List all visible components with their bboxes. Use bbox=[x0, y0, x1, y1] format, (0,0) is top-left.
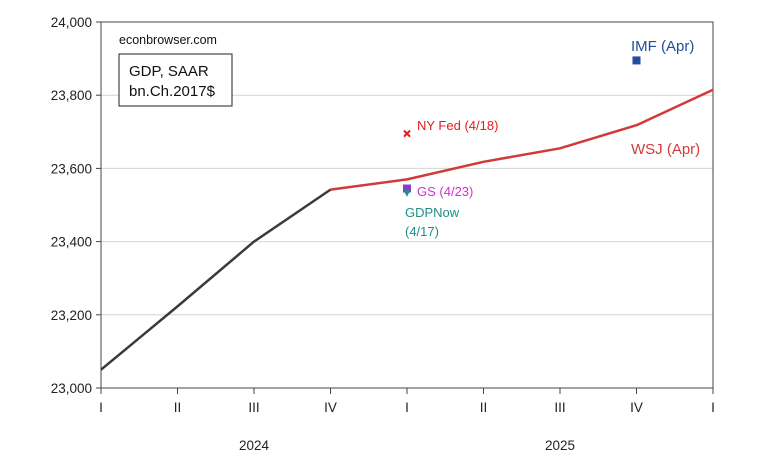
marker-triangle bbox=[403, 190, 411, 197]
x-tick-label: III bbox=[248, 400, 259, 415]
actual-gdp-line bbox=[100, 188, 332, 371]
marker-square bbox=[403, 184, 411, 193]
marker-x bbox=[403, 129, 411, 138]
x-tick-label: I bbox=[405, 400, 409, 415]
y-tick-label: 23,200 bbox=[51, 308, 92, 323]
source-credit: econbrowser.com bbox=[119, 33, 217, 47]
gs-label: GS (4/23) bbox=[417, 184, 473, 199]
legend-box-line-2: bn.Ch.2017$ bbox=[129, 83, 216, 100]
gdpnow-date-label: (4/17) bbox=[405, 224, 439, 239]
marker-square bbox=[632, 56, 641, 65]
y-tick-label: 23,800 bbox=[51, 88, 92, 103]
x-tick-label: II bbox=[480, 400, 488, 415]
y-tick-label: 24,000 bbox=[51, 15, 92, 30]
x-tick-label: II bbox=[174, 400, 182, 415]
x-tick-label: I bbox=[99, 400, 103, 415]
legend-box bbox=[118, 53, 233, 107]
year-label: 2024 bbox=[239, 438, 270, 453]
wsj-apr-line bbox=[330, 88, 714, 191]
wsj-label: WSJ (Apr) bbox=[631, 141, 700, 158]
legend-box-line-1: GDP, SAAR bbox=[129, 63, 209, 80]
x-tick-label: IV bbox=[630, 400, 643, 415]
y-tick-label: 23,400 bbox=[51, 235, 92, 250]
nyfed-label: NY Fed (4/18) bbox=[417, 118, 498, 133]
year-label: 2025 bbox=[545, 438, 575, 453]
y-tick-label: 23,000 bbox=[51, 381, 92, 396]
x-tick-label: I bbox=[711, 400, 715, 415]
y-axis: 23,000 23,200 23,400 23,600 23,800 24,000 bbox=[51, 15, 101, 396]
x-tick-label: IV bbox=[324, 400, 337, 415]
imf-label: IMF (Apr) bbox=[631, 38, 694, 55]
x-tick-label: III bbox=[554, 400, 565, 415]
y-tick-label: 23,600 bbox=[51, 161, 92, 176]
gdpnow-label: GDPNow bbox=[405, 205, 460, 220]
series-layer bbox=[100, 56, 714, 371]
